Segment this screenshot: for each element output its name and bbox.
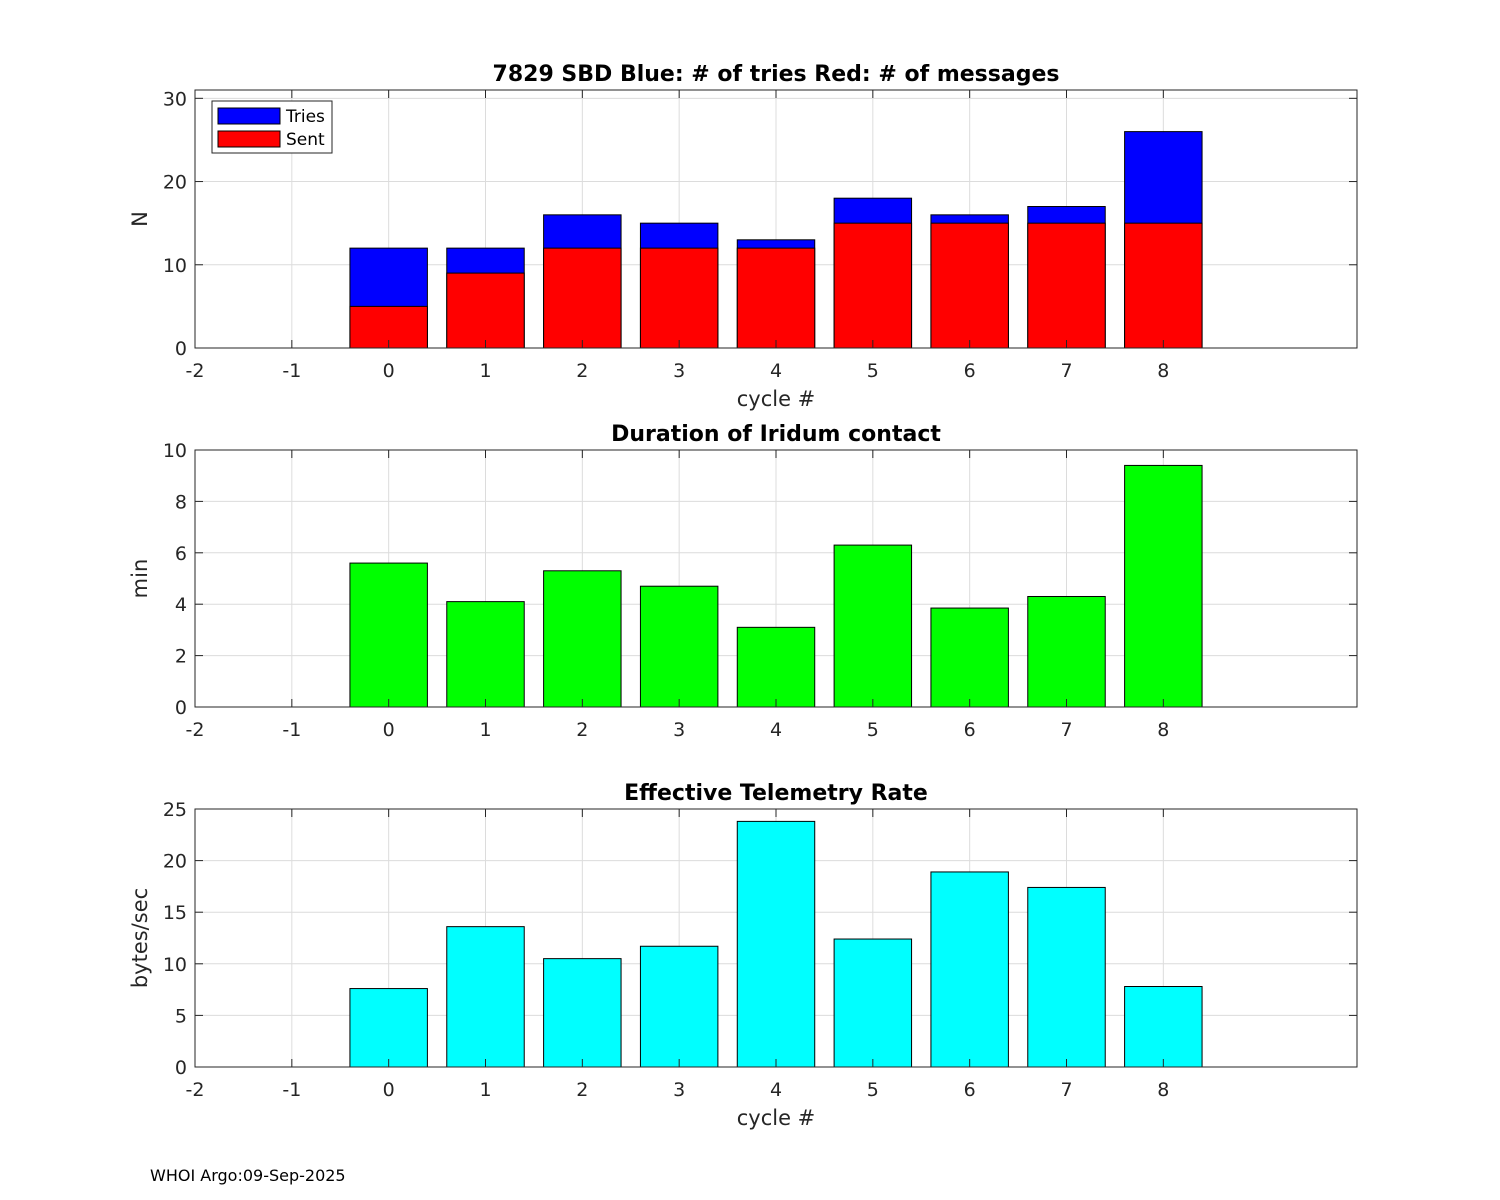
- legend-swatch-sent: [217, 130, 281, 148]
- chart1-bar-sent-8: [1124, 222, 1203, 349]
- chart2-xtick-label: 3: [673, 719, 685, 741]
- chart2-bar-duration-3: [639, 585, 719, 708]
- chart2-ytick-label: 4: [175, 594, 187, 616]
- chart1-xtick-label: 2: [576, 360, 588, 382]
- chart1-bar-sent-5: [833, 222, 913, 349]
- chart1-bar-sent-3: [639, 247, 719, 349]
- chart1-xtick-label: -2: [186, 360, 205, 382]
- chart3-bar-rate-3: [639, 945, 719, 1068]
- chart1-ytick-label: 20: [163, 172, 187, 194]
- chart1-bar-sent-6: [930, 222, 1009, 349]
- chart2-bar-duration-6: [930, 607, 1009, 708]
- chart3: -2 -1 0 1 2 3 4 5 6 7 8 0 5 10 15 20 25 Effective Telemet…: [128, 781, 1358, 1130]
- chart1-bar-sent-2: [543, 247, 622, 349]
- legend-label-tries: Tries: [285, 107, 325, 127]
- chart1-xtick-label: 6: [964, 360, 976, 382]
- chart1-ytick-label: 0: [175, 338, 187, 360]
- chart3-ytick-label: 0: [175, 1057, 187, 1079]
- chart1-bar-sent-4: [736, 247, 816, 349]
- chart2-xtick-label: -1: [282, 719, 301, 741]
- chart1-xtick-label: -1: [282, 360, 301, 382]
- chart1: -2 -1 0 1 2 3 4 5 6 7 8 0 10 20 30 7829 SBD Blue: # of …: [128, 62, 1358, 411]
- chart2-xtick-label: -2: [186, 719, 205, 741]
- chart1-ylabel: N: [128, 211, 152, 227]
- chart3-xtick-label: 2: [576, 1079, 588, 1101]
- chart2-xtick-label: 7: [1060, 719, 1072, 741]
- chart2-ytick-label: 0: [175, 697, 187, 719]
- chart3-xtick-label: 3: [673, 1079, 685, 1101]
- chart3-bar-rate-6: [930, 871, 1009, 1068]
- chart2-bar-duration-7: [1027, 595, 1106, 708]
- chart1-bar-sent-7: [1027, 222, 1106, 349]
- chart1-bar-sent-1: [446, 272, 525, 349]
- chart3-ylabel: bytes/sec: [128, 888, 152, 988]
- chart2-xtick-label: 4: [770, 719, 782, 741]
- chart2-ylabel: min: [128, 559, 152, 599]
- footer-stamp: WHOI Argo:09-Sep-2025: [150, 1166, 346, 1185]
- chart2-ytick-label: 6: [175, 543, 187, 565]
- chart3-bar-rate-2: [543, 958, 622, 1068]
- chart3-bar-rate-8: [1124, 986, 1203, 1068]
- chart1-xtick-label: 1: [479, 360, 491, 382]
- chart1-xtick-label: 7: [1060, 360, 1072, 382]
- chart3-ytick-label: 10: [163, 954, 187, 976]
- chart2-ytick-label: 8: [175, 491, 187, 513]
- chart3-bar-rate-7: [1027, 886, 1106, 1068]
- chart2-bar-duration-5: [833, 544, 913, 708]
- chart3-bar-rate-0: [349, 988, 428, 1068]
- chart2-title: Duration of Iridum contact: [611, 422, 941, 447]
- chart1-xtick-label: 4: [770, 360, 782, 382]
- chart2-bar-duration-0: [349, 562, 428, 708]
- chart1-xlabel: cycle #: [737, 387, 816, 411]
- chart2-bar-duration-1: [446, 601, 525, 708]
- chart2-xtick-label: 2: [576, 719, 588, 741]
- chart2-xtick-label: 8: [1157, 719, 1169, 741]
- chart1-legend: Tries Sent: [211, 100, 333, 154]
- chart3-xtick-label: 6: [964, 1079, 976, 1101]
- chart1-title: 7829 SBD Blue: # of tries Red: # of mess…: [493, 62, 1060, 87]
- chart3-bar-rate-1: [446, 926, 525, 1068]
- chart3-xtick-label: -1: [282, 1079, 301, 1101]
- chart1-ytick-label: 10: [163, 255, 187, 277]
- chart2-bar-duration-4: [736, 626, 816, 708]
- chart2-xtick-label: 1: [479, 719, 491, 741]
- chart3-xtick-label: 4: [770, 1079, 782, 1101]
- chart3-ytick-label: 20: [163, 851, 187, 873]
- chart3-bar-rate-5: [833, 938, 913, 1068]
- chart2-ytick-label: 10: [163, 440, 187, 462]
- chart3-xtick-label: 7: [1060, 1079, 1072, 1101]
- chart3-xlabel: cycle #: [737, 1106, 816, 1130]
- chart3-xtick-label: 1: [479, 1079, 491, 1101]
- chart3-ytick-label: 25: [163, 799, 187, 821]
- chart3-xtick-label: 8: [1157, 1079, 1169, 1101]
- chart1-xtick-label: 0: [383, 360, 395, 382]
- chart3-title: Effective Telemetry Rate: [624, 781, 928, 806]
- chart3-xtick-label: 0: [383, 1079, 395, 1101]
- chart2: -2 -1 0 1 2 3 4 5 6 7 8 0 2 4 6 8 10 Duration of Iridum c…: [128, 422, 1358, 741]
- legend-label-sent: Sent: [286, 130, 325, 150]
- chart1-xtick-label: 3: [673, 360, 685, 382]
- chart3-bar-rate-4: [736, 820, 816, 1068]
- chart2-bar-duration-2: [543, 570, 622, 708]
- chart3-xtick-label: -2: [186, 1079, 205, 1101]
- chart2-xtick-label: 6: [964, 719, 976, 741]
- chart3-ytick-label: 5: [175, 1005, 187, 1027]
- chart2-xtick-label: 0: [383, 719, 395, 741]
- chart1-xtick-label: 8: [1157, 360, 1169, 382]
- chart3-xtick-label: 5: [867, 1079, 879, 1101]
- legend-swatch-tries: [217, 107, 281, 125]
- chart2-bar-duration-8: [1124, 464, 1203, 708]
- chart1-ytick-label: 30: [163, 88, 187, 110]
- chart1-xtick-label: 5: [867, 360, 879, 382]
- chart3-ytick-label: 15: [163, 902, 187, 924]
- chart2-ytick-label: 2: [175, 646, 187, 668]
- chart2-xtick-label: 5: [867, 719, 879, 741]
